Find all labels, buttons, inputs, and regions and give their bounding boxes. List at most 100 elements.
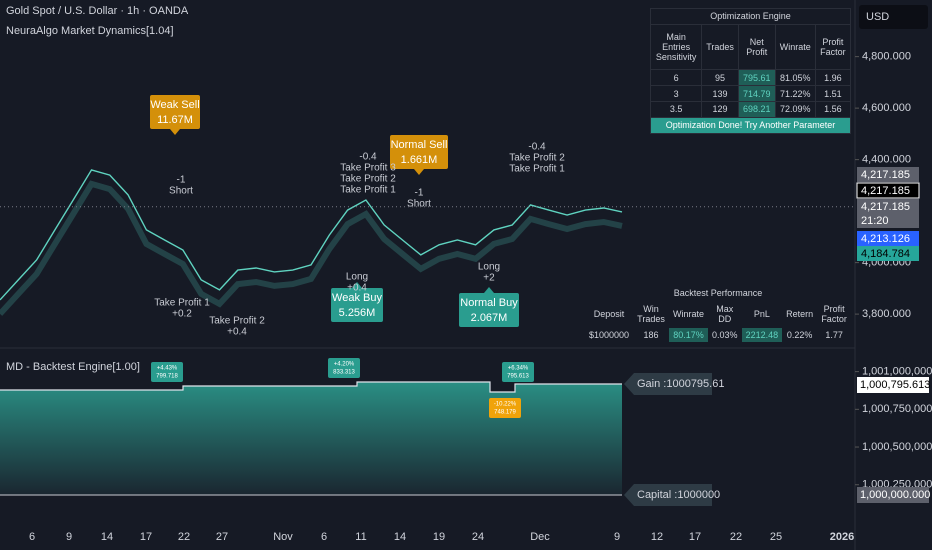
annotation: Take Profit 1: [509, 164, 565, 175]
signal-box: [459, 293, 519, 327]
table-cell: 1.51: [814, 85, 852, 102]
callout-label: Gain :1000795.61: [637, 378, 724, 390]
x-tick-label: 25: [770, 531, 782, 543]
price-badge-label: 4,213.126: [861, 233, 910, 245]
signal-box: [331, 288, 383, 322]
pane-badge-label: 1,000,000.000: [860, 489, 930, 501]
trail-band: [0, 180, 623, 316]
trade-pct: +4.43%: [157, 366, 178, 372]
x-tick-label: Dec: [530, 531, 550, 543]
signal-volume: 11.67M: [157, 114, 193, 126]
table-cell: 0.03%: [712, 330, 738, 340]
trade-pct: +6.34%: [508, 366, 529, 372]
annotation: +2: [483, 273, 495, 284]
y-tick-label: 4,600.000: [862, 102, 911, 114]
trade-label-box: [489, 398, 521, 418]
x-tick-label: 22: [178, 531, 190, 543]
table-header: PnL: [753, 309, 770, 319]
signal-volume: 5.256M: [339, 307, 376, 319]
signal-box: [390, 135, 448, 169]
x-tick-label: 11: [355, 531, 366, 543]
table-cell: 3: [649, 85, 703, 102]
x-tick-label: 2026: [830, 531, 854, 543]
x-tick-label: 14: [394, 531, 406, 543]
price-badge: [857, 246, 919, 261]
price-badge: [857, 199, 919, 214]
annotation: Take Profit 2: [509, 153, 565, 164]
table-cell: 129: [701, 101, 739, 118]
table-row: Deposit Win Trades Winrate Max DD PnL Retern P…: [585, 300, 851, 328]
signal-box: [150, 95, 200, 129]
callout-box: [624, 373, 712, 395]
annotation: +0.2: [172, 309, 192, 320]
trade-value: 748.179: [494, 410, 516, 416]
table-title: Optimization Engine: [650, 8, 851, 25]
x-tick-label: 12: [651, 531, 663, 543]
annotation: Take Profit 1: [340, 185, 396, 196]
signal-pointer: [414, 169, 424, 175]
table-header: Retern: [786, 309, 814, 319]
table-cell: 72.09%: [774, 101, 816, 118]
table-header: Deposit: [593, 309, 625, 319]
x-tick-label: 27: [216, 531, 228, 543]
trade-value: 795.613: [507, 374, 529, 380]
optimization-table: Optimization Engine Main Entries Sensitiv…: [649, 8, 852, 135]
signal-label: Normal Buy: [460, 297, 518, 309]
table-cell: 81.05%: [774, 69, 816, 87]
table-cell: 1.77: [825, 330, 843, 340]
signal-volume: 1.661M: [401, 154, 438, 166]
x-tick-label: 19: [433, 531, 445, 543]
currency-label[interactable]: USD: [866, 11, 889, 23]
table-header: Main Entries Sensitivity: [649, 23, 703, 71]
x-tick-label: 17: [689, 531, 701, 543]
x-tick-label: Nov: [273, 531, 293, 543]
signal-label: Normal Sell: [391, 139, 448, 151]
x-tick-label: 22: [730, 531, 742, 543]
trade-label-box: [151, 362, 183, 382]
annotation: Short: [407, 199, 431, 210]
y-tick-label: 1,001,000,000: [862, 366, 932, 378]
price-line: [0, 169, 623, 301]
annotation: +0.4: [347, 283, 367, 294]
signal-pointer: [484, 287, 494, 293]
annotation: -1: [177, 175, 186, 186]
table-cell: $1000000: [589, 330, 630, 340]
trade-label-box: [502, 362, 534, 382]
trade-pct: -10.22%: [494, 402, 517, 408]
equity-line: [0, 381, 622, 393]
table-cell: 0.22%: [786, 330, 813, 340]
table-header: Winrate: [672, 309, 704, 319]
signal-pointer: [352, 282, 362, 288]
trade-pct: +4.20%: [334, 362, 355, 368]
price-badge-label: 4,217.185: [861, 201, 910, 213]
x-tick-label: 9: [66, 531, 72, 543]
y-tick-label: 1,000,750,000: [862, 403, 932, 415]
annotation: +0.4: [227, 327, 247, 338]
pane-badge-label: 1,000,795.613: [860, 379, 930, 391]
price-badge: [857, 167, 919, 182]
table-cell: 95: [701, 69, 739, 87]
y-tick-label: 1,000,500,000: [862, 441, 932, 453]
x-tick-label: 9: [614, 531, 620, 543]
table-cell: 714.79: [737, 85, 776, 102]
pane-title: MD - Backtest Engine[1.00]: [6, 361, 140, 373]
pane-badge: [857, 487, 929, 503]
table-header: Net Profit: [737, 23, 776, 71]
table-row: Optimization Done! Try Another Parameter: [650, 116, 851, 135]
x-tick-label: 14: [101, 531, 113, 543]
currency-button[interactable]: [859, 5, 928, 29]
x-tick-label: 17: [140, 531, 152, 543]
annotation: Long: [346, 272, 368, 283]
callout-box: [624, 484, 712, 506]
table-cell: 71.22%: [774, 85, 816, 102]
table-cell: 186: [643, 330, 659, 340]
annotation: Short: [169, 186, 193, 197]
table-footer: Optimization Done! Try Another Parameter: [650, 116, 851, 135]
table-header: Winrate: [774, 23, 816, 71]
chart-title: Gold Spot / U.S. Dollar · 1h · OANDA: [6, 5, 189, 17]
pane-badge: [857, 377, 929, 393]
table-cell: 6: [649, 69, 703, 87]
table-row: Optimization Engine: [650, 8, 851, 25]
